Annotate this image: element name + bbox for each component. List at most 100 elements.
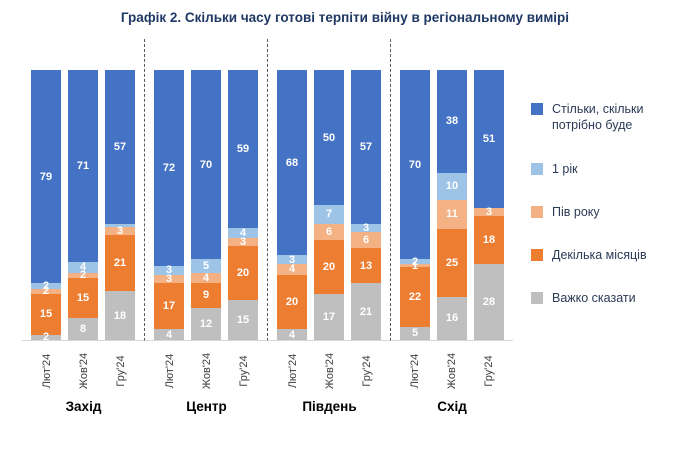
segment-one_year: 5 xyxy=(191,259,221,273)
segment-value-label: 3 xyxy=(362,221,370,234)
segment-value-label: 2 xyxy=(42,331,50,344)
x-tick-label: Жов'24 xyxy=(77,352,90,390)
segment-value-label: 2 xyxy=(411,255,419,268)
segment-as_long_as_needed: 50 xyxy=(314,70,344,206)
stacked-bar: 4 17 3 3 72 xyxy=(154,70,184,341)
segment-value-label: 38 xyxy=(445,115,459,128)
stacked-bar: 15 20 3 4 59 xyxy=(228,70,258,340)
segment-value-label: 51 xyxy=(482,132,496,145)
segment-value-label: 72 xyxy=(162,162,176,175)
segment-half_year: 4 xyxy=(191,271,221,284)
segment-value-label: 10 xyxy=(445,180,459,193)
segment-half_year: 2 xyxy=(68,269,98,281)
segment-value-label: 4 xyxy=(202,271,210,284)
segment-one_year: 7 xyxy=(314,205,344,224)
x-tick-label: Лют'24 xyxy=(40,353,53,389)
legend-label: Декілька місяців xyxy=(552,248,647,262)
legend-item-hard_to_say: Важко сказати xyxy=(531,290,690,306)
region-group-east: 5 22 1 2 70 16 25 11 10 38 28 18 3 51 Лют'24 Жов'24 Гру'… xyxy=(391,39,513,414)
legend-label: Важко сказати xyxy=(552,291,636,306)
stacked-bar: 5 22 1 2 70 xyxy=(400,70,430,340)
stacked-bar: 21 13 6 3 57 xyxy=(351,70,381,340)
segment-value-label: 5 xyxy=(202,259,210,272)
segment-value-label: 15 xyxy=(39,308,53,321)
segment-value-label: 17 xyxy=(162,299,176,312)
segment-value-label: 18 xyxy=(482,234,496,247)
segment-value-label: 20 xyxy=(322,261,336,274)
chart-title: Графік 2. Скільки часу готові терпіти ві… xyxy=(120,10,570,25)
segment-hard_to_say: 2 xyxy=(31,331,61,343)
x-tick-label: Жов'24 xyxy=(446,352,458,390)
segment-value-label: 15 xyxy=(236,313,250,326)
x-axis-ticks-center: Лют'24 Жов'24 Гру'24 xyxy=(146,345,268,397)
x-tick: Жов'24 xyxy=(69,345,99,397)
segment-value-label: 4 xyxy=(288,263,296,276)
x-tick-label: Лют'24 xyxy=(163,353,176,389)
stacked-bar: 12 9 4 5 70 xyxy=(191,70,221,340)
legend-label: Пів року xyxy=(552,204,600,219)
stacked-bar: 16 25 11 10 38 xyxy=(437,70,467,340)
segment-value-label: 16 xyxy=(445,312,459,325)
x-tick: Жов'24 xyxy=(315,345,345,397)
region-bars-south: 4 20 4 3 68 17 20 6 7 50 21 13 6 3 57 xyxy=(268,39,391,341)
segment-value-label: 5 xyxy=(411,327,419,340)
segment-one_year: 2 xyxy=(400,256,430,268)
segment-value-label: 3 xyxy=(165,264,173,277)
segment-as_long_as_needed: 72 xyxy=(154,70,184,267)
x-tick: Гру'24 xyxy=(229,345,259,397)
x-tick: Гру'24 xyxy=(474,345,504,397)
segment-one_year: 4 xyxy=(68,261,98,273)
segment-as_long_as_needed: 57 xyxy=(351,70,381,224)
segment-value-label: 57 xyxy=(359,140,373,153)
segment-value-label: 1 xyxy=(411,259,419,272)
segment-value-label: 12 xyxy=(199,317,213,330)
x-tick: Лют'24 xyxy=(278,345,308,397)
segment-value-label: 79 xyxy=(39,170,53,183)
x-tick: Лют'24 xyxy=(400,345,430,397)
legend-item-few_months: Декілька місяців xyxy=(531,247,690,263)
segment-few_months: 15 xyxy=(68,277,98,319)
segment-value-label: 7 xyxy=(325,208,333,221)
segment-value-label: 25 xyxy=(445,257,459,270)
segment-as_long_as_needed: 51 xyxy=(474,70,504,208)
x-tick: Лют'24 xyxy=(32,345,62,397)
segment-few_months: 9 xyxy=(191,283,221,308)
segment-hard_to_say: 21 xyxy=(351,283,381,340)
region-group-center: 4 17 3 3 72 12 9 4 5 70 15 20 3 4 59 Лют'24 Жов'24 Гру'24… xyxy=(145,39,268,414)
segment-as_long_as_needed: 71 xyxy=(68,70,98,262)
segment-as_long_as_needed: 79 xyxy=(31,70,61,284)
region-name-label: Центр xyxy=(186,399,227,414)
segment-few_months: 21 xyxy=(105,234,135,292)
stacked-bar: 18 21 3 57 xyxy=(105,70,135,340)
segment-value-label: 2 xyxy=(42,285,50,298)
segment-value-label: 3 xyxy=(116,224,124,237)
segment-as_long_as_needed: 70 xyxy=(191,70,221,260)
region-group-south: 4 20 4 3 68 17 20 6 7 50 21 13 6 3 57 Лют'24 Жов'24 Гру'2… xyxy=(268,39,391,414)
x-axis-ticks-south: Лют'24 Жов'24 Гру'24 xyxy=(269,345,391,397)
segment-hard_to_say: 18 xyxy=(105,291,135,340)
chart-content: 2 15 2 2 79 8 15 2 4 71 18 21 3 57 Лют'24 Жов'24 Гру'24 З… xyxy=(0,39,690,414)
segment-one_year xyxy=(105,223,135,227)
legend: Стільки, скільки потрібно буде 1 рік Пів р… xyxy=(531,39,690,414)
segment-as_long_as_needed: 68 xyxy=(277,70,307,256)
segment-value-label: 22 xyxy=(408,290,422,303)
segment-value-label: 15 xyxy=(76,292,90,305)
segment-hard_to_say: 12 xyxy=(191,307,221,340)
x-tick-label: Гру'24 xyxy=(114,355,127,387)
segment-value-label: 70 xyxy=(199,158,213,171)
x-tick-label: Жов'24 xyxy=(200,352,213,390)
segment-value-label: 20 xyxy=(285,295,299,308)
region-bars-center: 4 17 3 3 72 12 9 4 5 70 15 20 3 4 59 xyxy=(145,39,268,341)
segment-value-label: 57 xyxy=(113,140,127,153)
legend-swatch-hard_to_say xyxy=(531,292,543,305)
segment-half_year: 3 xyxy=(474,206,504,218)
x-tick-label: Лют'24 xyxy=(286,353,299,389)
segment-hard_to_say: 5 xyxy=(400,326,430,340)
segment-one_year: 3 xyxy=(154,264,184,277)
x-tick-label: Гру'24 xyxy=(237,355,250,387)
segment-half_year: 6 xyxy=(351,232,381,249)
segment-value-label: 13 xyxy=(359,259,373,272)
legend-swatch-half_year xyxy=(531,205,543,218)
segment-few_months: 15 xyxy=(31,294,61,335)
region-bars-east: 5 22 1 2 70 16 25 11 10 38 28 18 3 51 xyxy=(391,39,513,341)
